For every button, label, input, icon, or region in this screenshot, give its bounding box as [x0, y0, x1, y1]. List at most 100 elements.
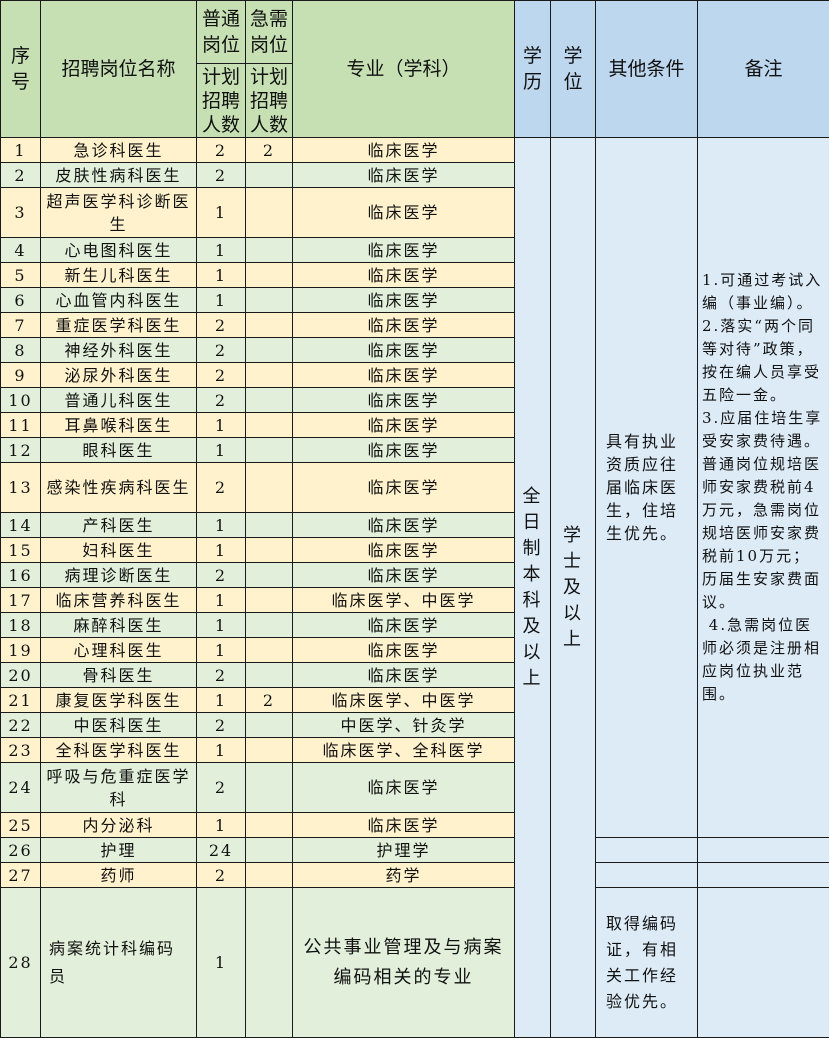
row-seq: 25 — [1, 813, 41, 838]
row-regular-count: 2 — [197, 663, 246, 688]
row-major: 中医学、针灸学 — [293, 713, 515, 738]
row-regular-count: 1 — [197, 438, 246, 463]
row-urgent-count — [246, 738, 293, 763]
header-urgent-post: 急需岗位 — [246, 1, 293, 64]
row-urgent-count — [246, 363, 293, 388]
row-seq: 6 — [1, 288, 41, 313]
other-conditions-empty — [596, 863, 698, 888]
row-major: 临床医学 — [293, 313, 515, 338]
row-urgent-count — [246, 413, 293, 438]
row-regular-count: 1 — [197, 813, 246, 838]
row-urgent-count: 2 — [246, 688, 293, 713]
row-urgent-count: 2 — [246, 138, 293, 163]
row-position-name: 内分泌科 — [41, 813, 197, 838]
row-seq: 4 — [1, 238, 41, 263]
row-major: 临床医学 — [293, 138, 515, 163]
header-seq: 序号 — [1, 1, 41, 138]
row-regular-count: 1 — [197, 413, 246, 438]
header-major: 专业（学科） — [293, 1, 515, 138]
row-major: 临床医学 — [293, 613, 515, 638]
other-conditions-coder: 取得编码证，有相关工作经验优先。 — [596, 888, 698, 1038]
row-major: 临床医学 — [293, 163, 515, 188]
row-seq: 9 — [1, 363, 41, 388]
row-major: 临床医学 — [293, 438, 515, 463]
row-seq: 10 — [1, 388, 41, 413]
row-regular-count: 2 — [197, 713, 246, 738]
remarks-doctors: 1.可通过考试入编（事业编）。2.落实“两个同等对待”政策，按在编人员享受五险一… — [698, 138, 829, 838]
row-regular-count: 2 — [197, 863, 246, 888]
row-seq: 15 — [1, 538, 41, 563]
row-seq: 18 — [1, 613, 41, 638]
row-position-name: 神经外科医生 — [41, 338, 197, 363]
row-seq: 24 — [1, 763, 41, 813]
row-urgent-count — [246, 813, 293, 838]
row-urgent-count — [246, 663, 293, 688]
row-seq: 13 — [1, 463, 41, 513]
row-regular-count: 1 — [197, 288, 246, 313]
other-conditions-empty — [596, 838, 698, 863]
row-position-name: 产科医生 — [41, 513, 197, 538]
row-major: 临床医学 — [293, 563, 515, 588]
row-regular-count: 2 — [197, 163, 246, 188]
row-seq: 5 — [1, 263, 41, 288]
row-seq: 2 — [1, 163, 41, 188]
row-position-name: 急诊科医生 — [41, 138, 197, 163]
header-other: 其他条件 — [596, 1, 698, 138]
row-position-name: 全科医学科医生 — [41, 738, 197, 763]
remarks-empty — [698, 863, 829, 888]
remarks-empty — [698, 838, 829, 863]
row-regular-count: 24 — [197, 838, 246, 863]
row-position-name: 新生儿科医生 — [41, 263, 197, 288]
row-seq: 11 — [1, 413, 41, 438]
row-major: 临床医学 — [293, 238, 515, 263]
row-position-name: 病案统计科编码员 — [41, 888, 197, 1038]
row-position-name: 护理 — [41, 838, 197, 863]
row-urgent-count — [246, 313, 293, 338]
remarks-empty — [698, 888, 829, 1038]
row-position-name: 重症医学科医生 — [41, 313, 197, 338]
row-major: 临床医学 — [293, 363, 515, 388]
row-position-name: 麻醉科医生 — [41, 613, 197, 638]
row-seq: 19 — [1, 638, 41, 663]
row-seq: 22 — [1, 713, 41, 738]
row-position-name: 普通儿科医生 — [41, 388, 197, 413]
row-seq: 7 — [1, 313, 41, 338]
row-position-name: 感染性疾病科医生 — [41, 463, 197, 513]
row-regular-count: 2 — [197, 363, 246, 388]
row-position-name: 心血管内科医生 — [41, 288, 197, 313]
row-position-name: 临床营养科医生 — [41, 588, 197, 613]
header-education: 学历 — [515, 1, 551, 138]
row-regular-count: 2 — [197, 338, 246, 363]
row-major: 临床医学 — [293, 463, 515, 513]
remark-item: 2.落实“两个同等对待”政策，按在编人员享受五险一金。 — [702, 315, 825, 407]
row-position-name: 康复医学科医生 — [41, 688, 197, 713]
row-urgent-count — [246, 713, 293, 738]
row-position-name: 皮肤性病科医生 — [41, 163, 197, 188]
row-major: 药学 — [293, 863, 515, 888]
row-regular-count: 1 — [197, 588, 246, 613]
row-regular-count: 1 — [197, 238, 246, 263]
row-seq: 16 — [1, 563, 41, 588]
row-position-name: 眼科医生 — [41, 438, 197, 463]
row-regular-count: 1 — [197, 538, 246, 563]
row-position-name: 心理科医生 — [41, 638, 197, 663]
row-position-name: 中医科医生 — [41, 713, 197, 738]
row-position-name: 泌尿外科医生 — [41, 363, 197, 388]
row-urgent-count — [246, 863, 293, 888]
row-seq: 12 — [1, 438, 41, 463]
row-major: 临床医学 — [293, 513, 515, 538]
header-remarks: 备注 — [698, 1, 829, 138]
row-seq: 20 — [1, 663, 41, 688]
row-major: 临床医学 — [293, 288, 515, 313]
row-urgent-count — [246, 388, 293, 413]
row-position-name: 药师 — [41, 863, 197, 888]
row-regular-count: 1 — [197, 613, 246, 638]
degree-text: 学士及以上 — [562, 523, 584, 653]
row-major: 临床医学、中医学 — [293, 588, 515, 613]
row-seq: 3 — [1, 188, 41, 238]
